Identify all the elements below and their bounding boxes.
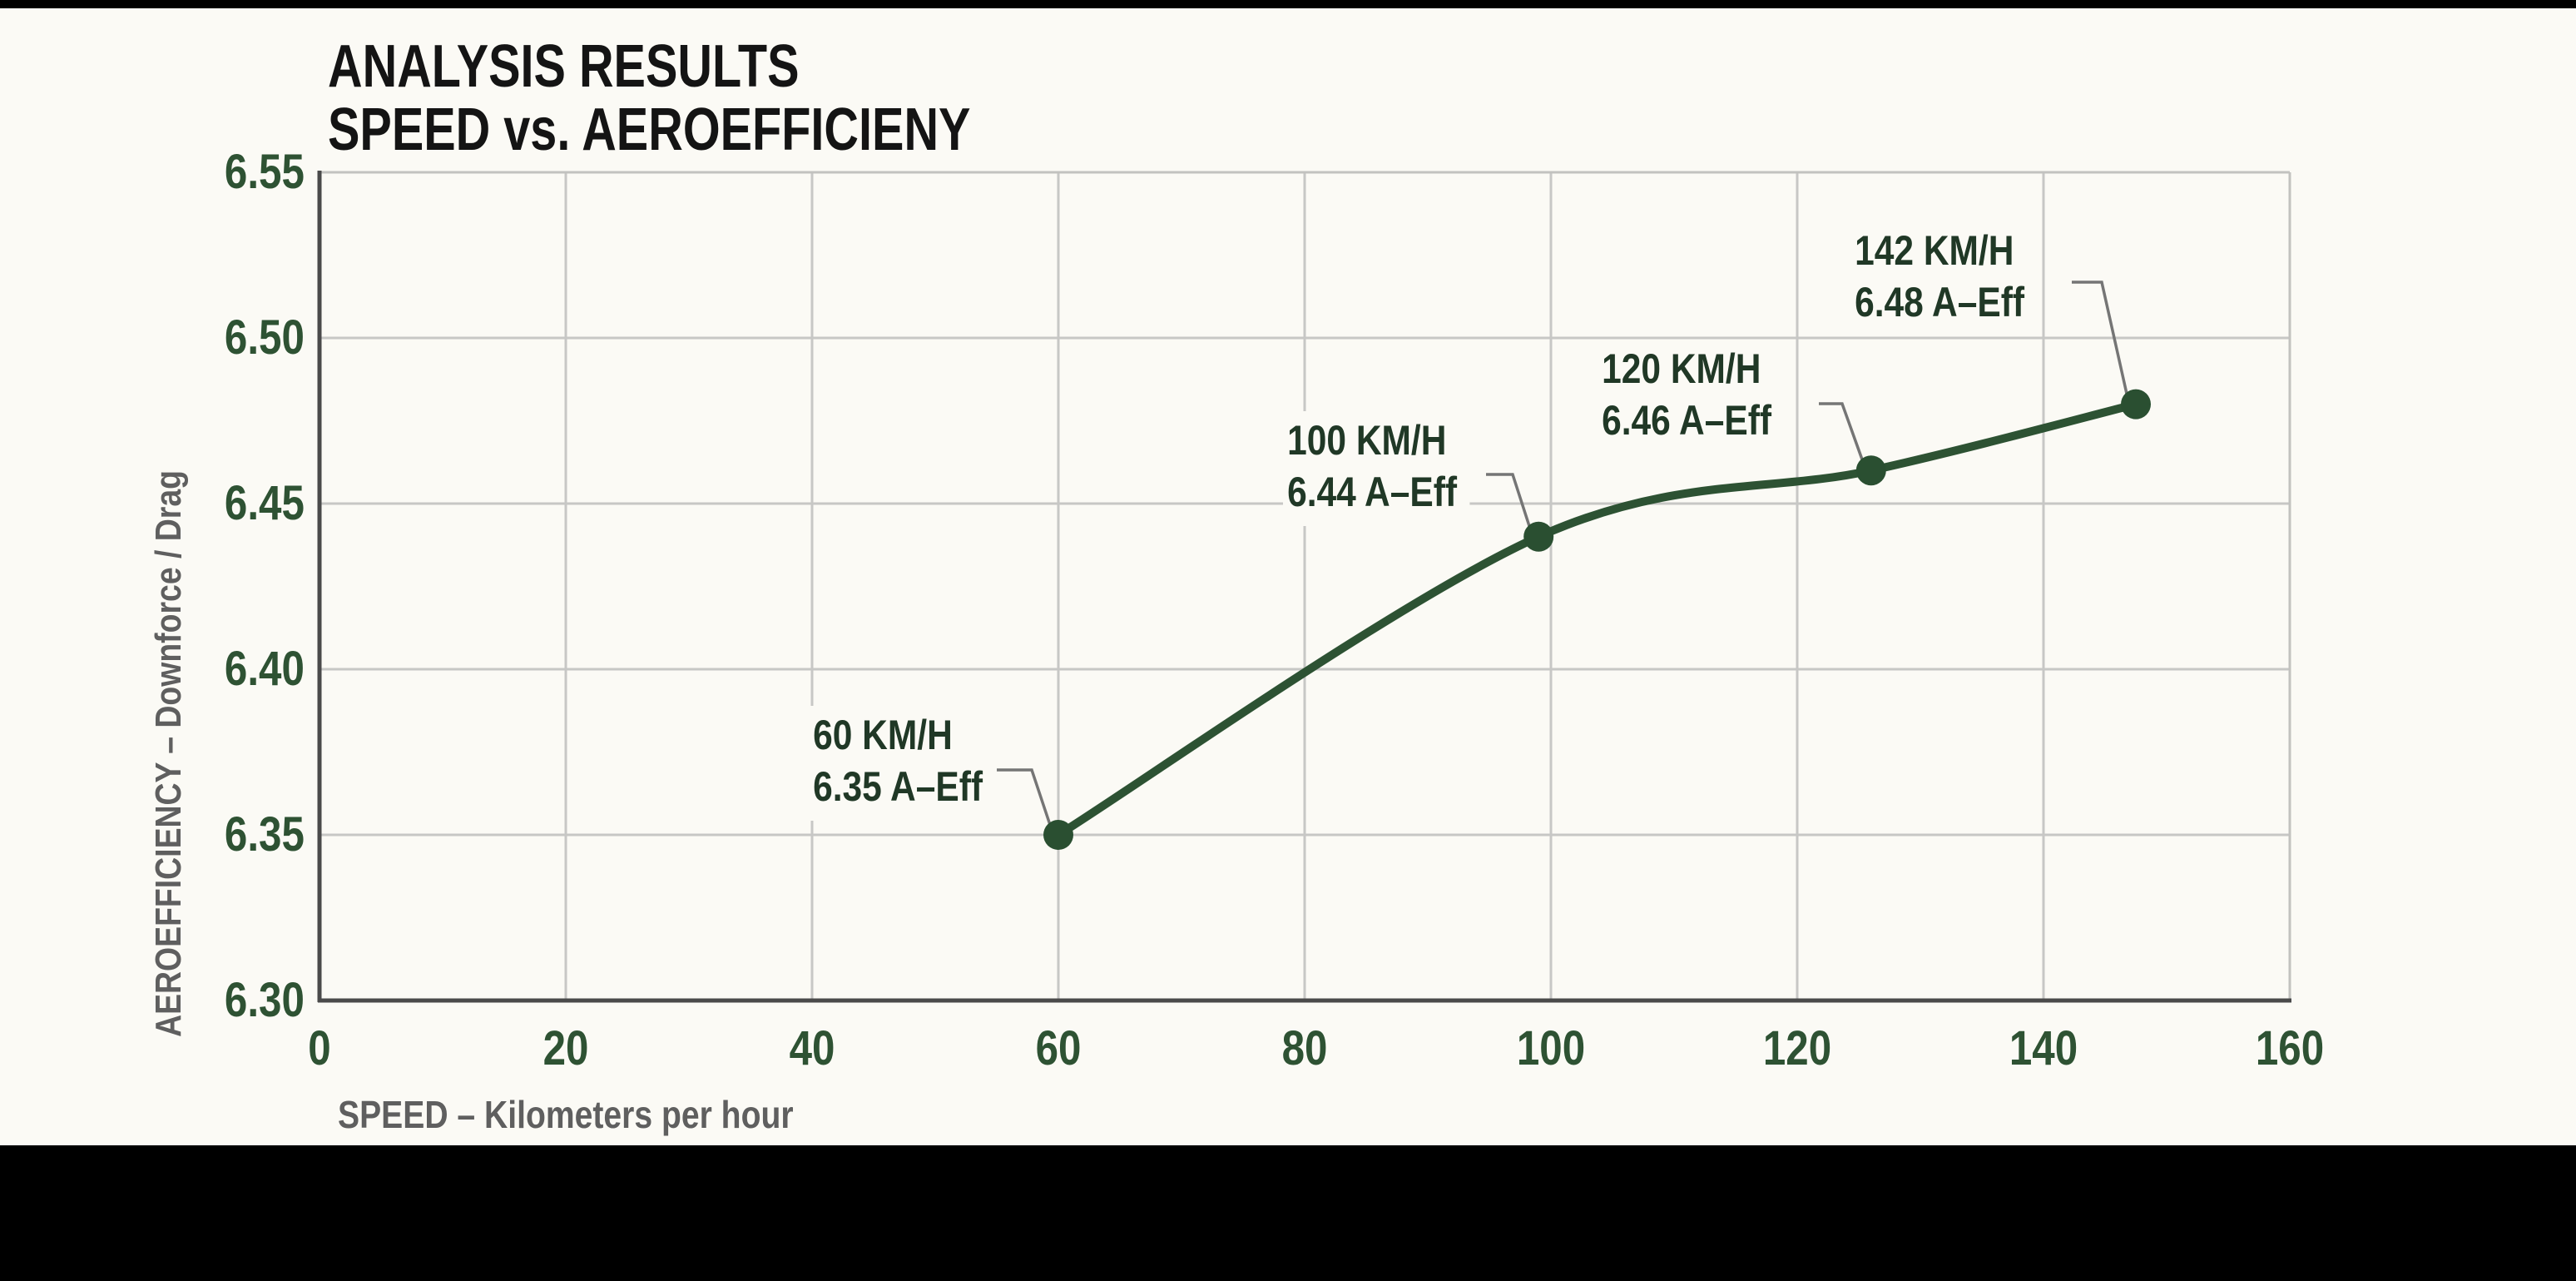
data-point-annotation: 142 KM/H 6.48 A–Eff [1850, 221, 2038, 336]
x-tick-label: 160 [2250, 1019, 2331, 1079]
x-tick-label-text: 40 [789, 1021, 835, 1075]
x-tick-label: 100 [1511, 1019, 1592, 1079]
annotation-speed-label: 120 KM/H [1602, 345, 1761, 392]
data-point-marker [2121, 389, 2151, 420]
series-line [1054, 400, 2140, 839]
y-tick-label: 6.45 [0, 474, 305, 534]
annotation-aeff-label: 6.48 A–Eff [1855, 279, 2025, 325]
annotation-aeff-label: 6.35 A–Eff [813, 763, 983, 810]
data-point-annotation: 100 KM/H 6.44 A–Eff [1283, 411, 1470, 526]
annotation-aeff-label: 6.46 A–Eff [1602, 397, 1772, 444]
data-point-marker [1043, 820, 1073, 850]
x-tick-label-text: 100 [1516, 1021, 1586, 1075]
x-tick-label-text: 80 [1281, 1021, 1328, 1075]
chart-card [0, 8, 2576, 1145]
annotation-leader-line [2072, 281, 2128, 395]
annotation-leader-line [1486, 473, 1531, 527]
y-tick-label: 6.30 [0, 971, 305, 1030]
data-point-annotation: 60 KM/H 6.35 A–Eff [809, 706, 996, 821]
x-tick-label: 40 [785, 1019, 840, 1079]
x-tick-label: 80 [1278, 1019, 1332, 1079]
x-axis-title: SPEED – Kilometers per hour [338, 1093, 794, 1136]
y-tick-label: 6.50 [0, 308, 305, 368]
x-tick-label-text: 120 [1762, 1021, 1832, 1075]
annotation-aeff-label: 6.44 A–Eff [1287, 469, 1458, 515]
y-tick-label-text: 6.55 [225, 145, 305, 199]
chart-title-line1: ANALYSIS RESULTS [328, 33, 800, 100]
x-tick-label-text: 60 [1035, 1021, 1082, 1075]
annotation-leader-line [997, 768, 1052, 826]
x-tick-label: 20 [539, 1019, 593, 1079]
annotation-speed-label: 142 KM/H [1855, 227, 2014, 274]
x-tick-label: 60 [1032, 1019, 1086, 1079]
x-tick-label-text: 20 [542, 1021, 589, 1075]
data-point-annotation: 120 KM/H 6.46 A–Eff [1598, 340, 1785, 454]
y-tick-label: 6.55 [0, 142, 305, 202]
y-tick-label-text: 6.45 [225, 476, 305, 530]
y-tick-label-text: 6.50 [225, 310, 305, 365]
x-tick-label-text: 0 [308, 1021, 331, 1075]
y-tick-label-text: 6.40 [225, 642, 305, 696]
x-tick-label: 120 [1757, 1019, 1838, 1079]
y-tick-label: 6.40 [0, 639, 305, 699]
y-tick-label-text: 6.30 [225, 973, 305, 1027]
data-point-marker [1523, 521, 1554, 552]
annotation-speed-label: 100 KM/H [1287, 417, 1447, 464]
annotation-leader-line [1819, 402, 1864, 460]
chart-title: ANALYSIS RESULTS SPEED vs. AEROEFFICIENY [328, 35, 970, 161]
data-point-marker [1855, 455, 1886, 486]
y-axis-title-text: AEROEFFICIENCY – Downforce / Drag [148, 469, 189, 1037]
x-tick-label: 0 [306, 1019, 333, 1079]
chart-title-line2: SPEED vs. AEROEFFICIENY [328, 97, 971, 163]
x-tick-label-text: 160 [2255, 1021, 2325, 1075]
x-tick-label-text: 140 [2009, 1021, 2078, 1075]
x-tick-label: 140 [2004, 1019, 2084, 1079]
annotation-speed-label: 60 KM/H [813, 712, 953, 758]
y-tick-label-text: 6.35 [225, 807, 305, 861]
y-tick-label: 6.35 [0, 805, 305, 865]
